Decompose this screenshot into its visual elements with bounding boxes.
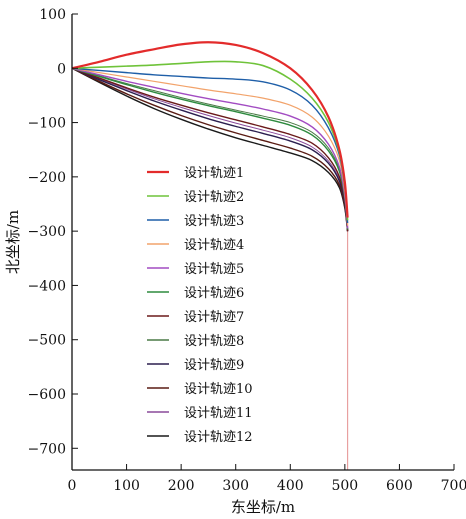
series-line-5	[71, 67, 349, 229]
y-ticks: 100 0 −100 −200 −300 −400 −500 −600 −700	[28, 7, 78, 457]
y-tick-label: −400	[28, 278, 66, 294]
series-line-12	[71, 67, 349, 232]
x-tick-label: 400	[277, 478, 304, 494]
series-line-1	[71, 41, 349, 218]
series-line-4	[71, 67, 349, 226]
legend-label-3: 设计轨迹3	[184, 214, 244, 229]
legend-label-12: 设计轨迹12	[184, 430, 253, 445]
legend-label-5: 设计轨迹5	[184, 262, 244, 277]
legend: 设计轨迹1 设计轨迹2 设计轨迹3 设计轨迹4 设计轨迹5 设计轨迹6 设计轨迹7 设计轨迹8…	[147, 166, 253, 445]
y-tick-label: −700	[28, 441, 66, 457]
y-tick-label: −100	[28, 116, 66, 132]
y-axis-title: 北坐标/m	[4, 210, 22, 274]
x-tick-label: 700	[441, 478, 466, 494]
legend-label-11: 设计轨迹11	[184, 406, 253, 421]
x-ticks: 0 100 200 300 400 500 600 700	[68, 464, 466, 494]
y-tick-label: −600	[28, 387, 66, 403]
series-line-9	[71, 67, 349, 232]
legend-label-7: 设计轨迹7	[184, 310, 244, 325]
x-tick-label: 0	[68, 478, 77, 494]
y-tick-label: −500	[28, 333, 66, 349]
series-line-7	[71, 67, 349, 232]
x-tick-label: 500	[331, 478, 358, 494]
legend-label-1: 设计轨迹1	[184, 166, 244, 181]
x-tick-label: 300	[222, 478, 249, 494]
y-tick-label: −300	[28, 224, 66, 240]
legend-label-8: 设计轨迹8	[184, 334, 244, 349]
y-tick-label: 100	[39, 7, 66, 23]
legend-label-6: 设计轨迹6	[184, 286, 244, 301]
legend-label-2: 设计轨迹2	[184, 190, 244, 205]
y-tick-label: 0	[57, 61, 66, 77]
series-line-10	[71, 67, 349, 232]
x-tick-label: 200	[168, 478, 195, 494]
x-axis-title: 东坐标/m	[231, 498, 295, 516]
legend-label-4: 设计轨迹4	[184, 238, 244, 253]
legend-label-9: 设计轨迹9	[184, 358, 244, 373]
series-line-6	[71, 67, 349, 230]
x-tick-label: 600	[386, 478, 413, 494]
plot-area	[71, 41, 349, 470]
x-tick-label: 100	[113, 478, 140, 494]
y-tick-label: −200	[28, 170, 66, 186]
legend-label-10: 设计轨迹10	[184, 382, 253, 397]
